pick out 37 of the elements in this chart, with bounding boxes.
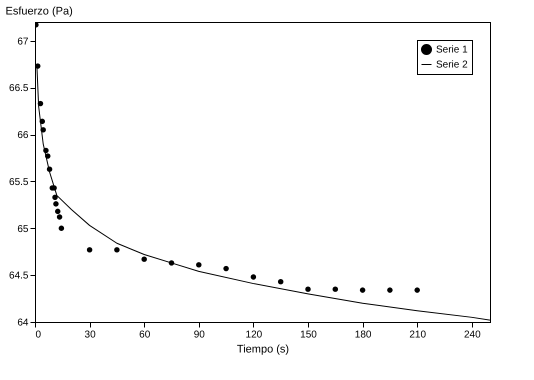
point xyxy=(114,247,120,253)
x-tick-label: 150 xyxy=(300,330,318,340)
point xyxy=(414,287,420,293)
y-tick-label: 65 xyxy=(17,224,29,235)
point xyxy=(86,247,92,253)
point xyxy=(360,287,366,293)
point xyxy=(56,214,62,220)
point xyxy=(250,274,256,280)
y-tick-label: 66 xyxy=(17,130,29,141)
x-axis-title: Tiempo (s) xyxy=(236,344,290,356)
point xyxy=(223,266,229,272)
y-tick-label: 66.5 xyxy=(9,83,29,94)
point xyxy=(55,208,60,214)
point xyxy=(58,226,64,231)
x-tick-label: 60 xyxy=(139,330,151,340)
point xyxy=(53,201,59,207)
y-tick-label: 64 xyxy=(17,318,29,328)
point xyxy=(196,262,202,268)
point xyxy=(52,194,58,200)
x-tick-label: 30 xyxy=(84,330,96,340)
point xyxy=(387,287,393,293)
y-tick-label: 67 xyxy=(17,36,29,48)
point xyxy=(332,286,338,292)
x-tick-label: 90 xyxy=(194,330,206,340)
y-tick-label: 65.5 xyxy=(9,176,29,188)
x-tick-label: 210 xyxy=(409,330,426,340)
x-tick-label: 120 xyxy=(246,330,263,340)
x-tick-label: 240 xyxy=(464,330,482,340)
point xyxy=(141,256,147,262)
point xyxy=(278,278,284,284)
y-axis-title: Esfuerzo (Pa) xyxy=(6,6,73,18)
legend-label: Serie 1 xyxy=(436,44,468,56)
legend-label: Serie 2 xyxy=(436,60,468,70)
point xyxy=(305,286,311,292)
x-tick-label: 180 xyxy=(354,330,372,340)
y-tick-label: 64.5 xyxy=(9,270,29,282)
x-tick-label: 0 xyxy=(36,330,42,340)
